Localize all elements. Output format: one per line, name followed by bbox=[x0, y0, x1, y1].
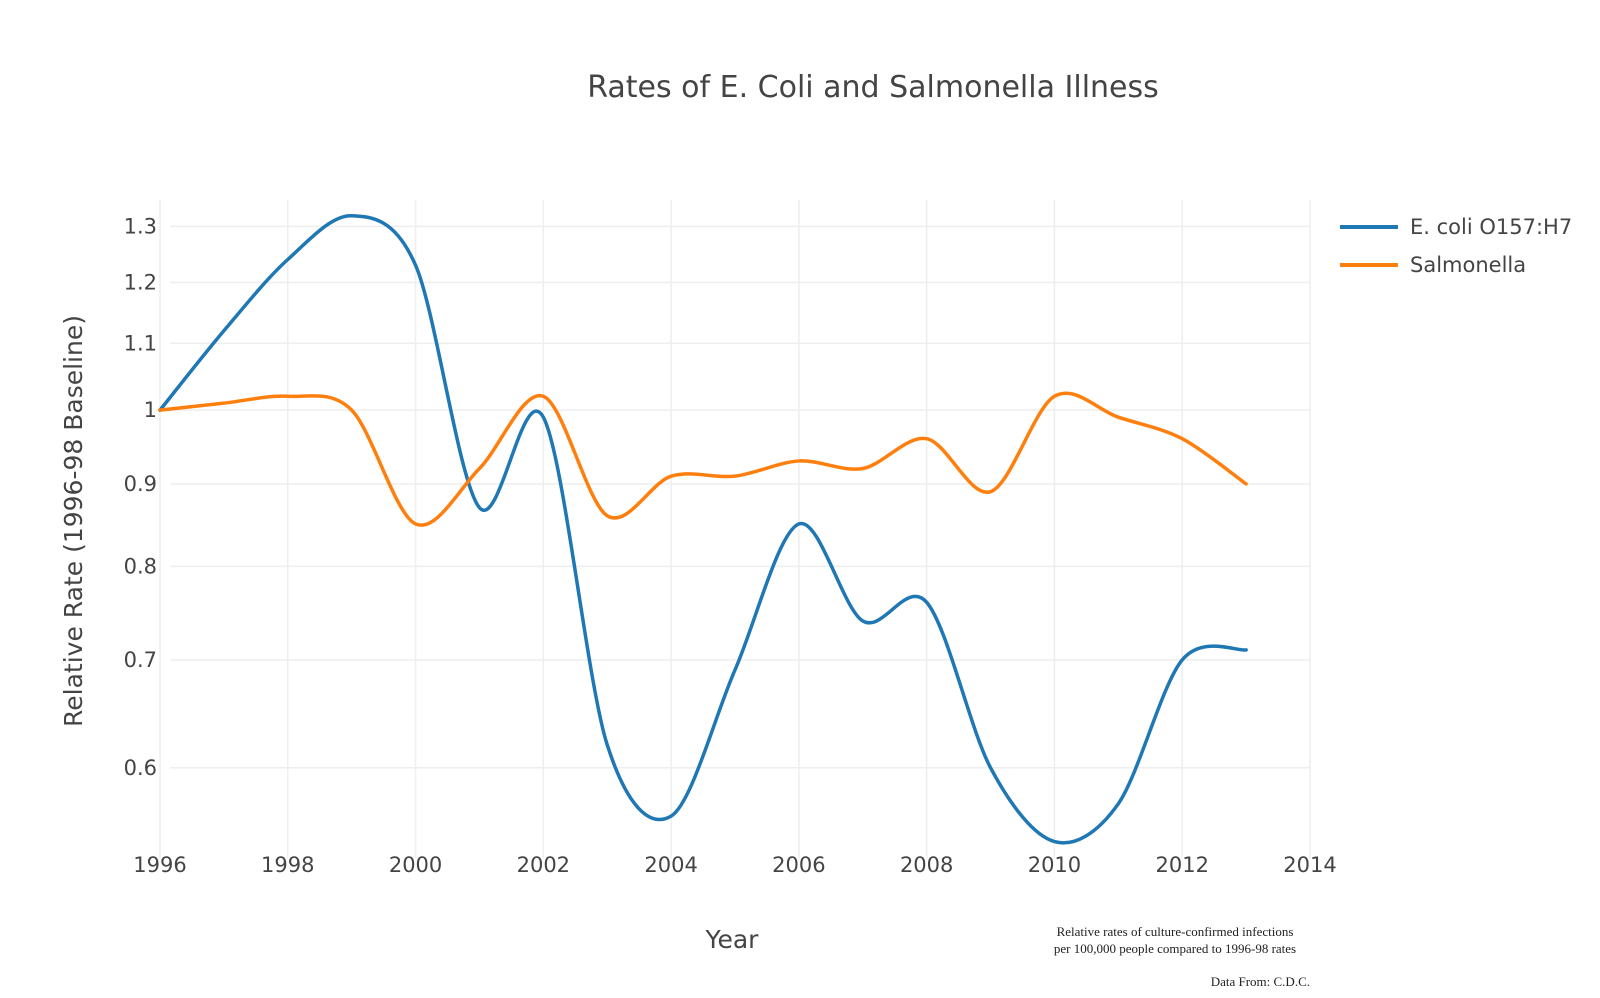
data-point-e-coli-o157-h7 bbox=[539, 413, 547, 421]
data-point-e-coli-o157-h7 bbox=[987, 764, 995, 772]
data-point-salmonella bbox=[731, 472, 739, 480]
x-tick-label: 2010 bbox=[1028, 853, 1081, 877]
data-point-salmonella bbox=[859, 465, 867, 473]
y-tick-label: 1.2 bbox=[124, 270, 157, 294]
data-point-salmonella bbox=[1050, 392, 1058, 400]
data-point-salmonella bbox=[412, 520, 420, 528]
data-point-e-coli-o157-h7 bbox=[795, 520, 803, 528]
data-point-salmonella bbox=[923, 435, 931, 443]
data-point-e-coli-o157-h7 bbox=[220, 327, 228, 335]
data-point-e-coli-o157-h7 bbox=[1178, 656, 1186, 664]
y-tick-label: 1 bbox=[144, 398, 157, 422]
data-point-salmonella bbox=[220, 399, 228, 407]
legend-label: Salmonella bbox=[1410, 253, 1526, 277]
data-point-e-coli-o157-h7 bbox=[1050, 838, 1058, 846]
data-source: Data From: C.D.C. bbox=[1211, 974, 1310, 989]
data-point-e-coli-o157-h7 bbox=[412, 261, 420, 269]
data-point-e-coli-o157-h7 bbox=[1242, 646, 1250, 654]
data-point-e-coli-o157-h7 bbox=[603, 741, 611, 749]
y-tick-label: 0.9 bbox=[124, 472, 157, 496]
data-point-salmonella bbox=[667, 472, 675, 480]
y-axis-title: Relative Rate (1996-98 Baseline) bbox=[59, 315, 88, 727]
footnote-line-2: per 100,000 people compared to 1996-98 r… bbox=[1054, 941, 1296, 956]
y-axis-ticks: 0.6 0.7 0.8 0.9 1 1.1 1.2 1.3 bbox=[124, 214, 157, 779]
x-tick-label: 2012 bbox=[1155, 853, 1208, 877]
x-tick-label: 2014 bbox=[1283, 853, 1336, 877]
y-tick-label: 1.1 bbox=[124, 331, 157, 355]
data-point-salmonella bbox=[603, 512, 611, 520]
series-lines bbox=[156, 212, 1250, 846]
data-point-e-coli-o157-h7 bbox=[731, 666, 739, 674]
data-point-e-coli-o157-h7 bbox=[923, 598, 931, 606]
x-tick-label: 2000 bbox=[389, 853, 442, 877]
legend-item-salmonella[interactable]: Salmonella bbox=[1340, 253, 1526, 277]
data-point-salmonella bbox=[1178, 435, 1186, 443]
x-tick-label: 2006 bbox=[772, 853, 825, 877]
data-point-e-coli-o157-h7 bbox=[475, 504, 483, 512]
data-point-salmonella bbox=[348, 406, 356, 414]
data-point-salmonella bbox=[475, 465, 483, 473]
chart-title: Rates of E. Coli and Salmonella Illness bbox=[587, 70, 1159, 105]
legend[interactable]: E. coli O157:H7 Salmonella bbox=[1340, 215, 1572, 277]
series-line-e-coli-o157-h7 bbox=[158, 213, 1248, 845]
x-tick-label: 1996 bbox=[133, 853, 186, 877]
data-point-e-coli-o157-h7 bbox=[859, 617, 867, 625]
data-point-salmonella bbox=[1114, 413, 1122, 421]
data-point-salmonella bbox=[156, 406, 164, 414]
y-tick-label: 1.3 bbox=[124, 214, 157, 238]
x-tick-label: 2002 bbox=[517, 853, 570, 877]
y-tick-label: 0.8 bbox=[124, 554, 157, 578]
grid bbox=[159, 200, 1311, 858]
data-point-e-coli-o157-h7 bbox=[1114, 800, 1122, 808]
x-axis-ticks: 1996 1998 2000 2002 2004 2006 2008 2010 2012 2014 bbox=[133, 853, 1336, 877]
data-point-salmonella bbox=[987, 488, 995, 496]
series-line-salmonella bbox=[158, 391, 1248, 527]
x-tick-label: 1998 bbox=[261, 853, 314, 877]
x-axis-title: Year bbox=[705, 925, 760, 954]
data-point-salmonella bbox=[795, 457, 803, 465]
data-point-e-coli-o157-h7 bbox=[667, 812, 675, 820]
data-point-e-coli-o157-h7 bbox=[348, 212, 356, 220]
legend-label: E. coli O157:H7 bbox=[1410, 215, 1572, 239]
footnote-line-1: Relative rates of culture-confirmed infe… bbox=[1057, 924, 1294, 939]
y-tick-label: 0.7 bbox=[124, 648, 157, 672]
data-point-salmonella bbox=[284, 392, 292, 400]
data-point-salmonella bbox=[1242, 480, 1250, 488]
y-tick-label: 0.6 bbox=[124, 756, 157, 780]
x-tick-label: 2004 bbox=[644, 853, 697, 877]
data-point-e-coli-o157-h7 bbox=[284, 256, 292, 264]
legend-item-e-coli-o157-h7[interactable]: E. coli O157:H7 bbox=[1340, 215, 1572, 239]
data-point-salmonella bbox=[539, 392, 547, 400]
x-tick-label: 2008 bbox=[900, 853, 953, 877]
